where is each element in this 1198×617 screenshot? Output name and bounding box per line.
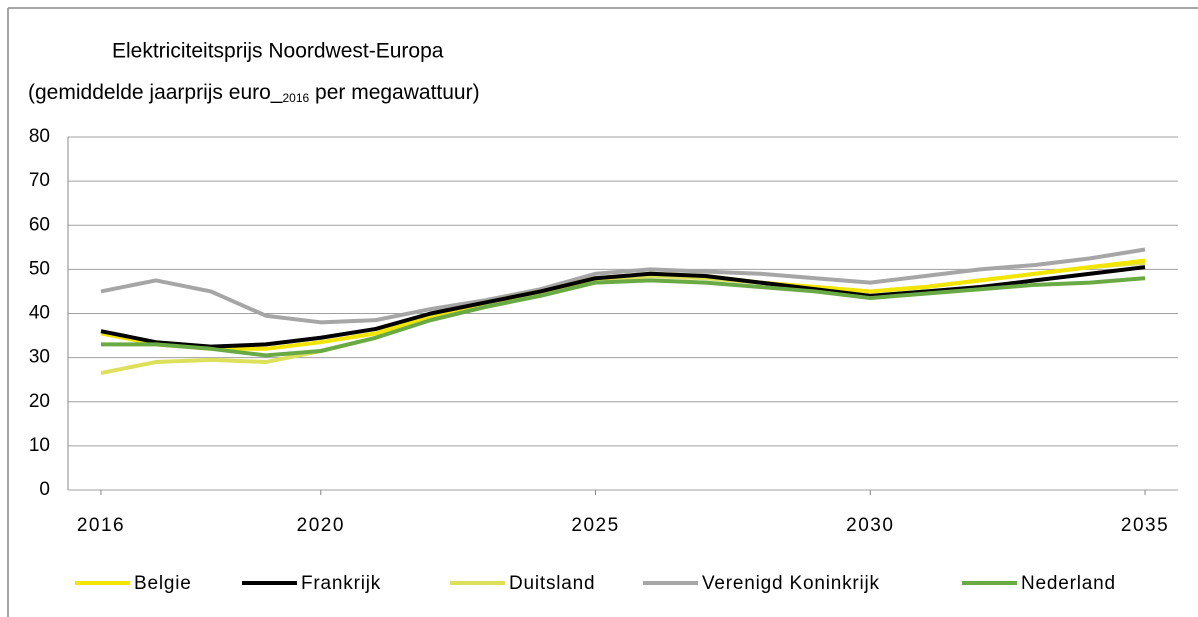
y-tick-label: 20 — [29, 391, 50, 412]
series-line — [100, 247, 1146, 325]
x-tick-label: 2016 — [77, 515, 125, 536]
series-line — [100, 258, 1146, 351]
legend-label: Belgie — [134, 573, 192, 594]
chart-subtitle: (gemiddelde jaarprijs euro_2016 per mega… — [28, 81, 480, 106]
x-tick-label: 2025 — [571, 515, 619, 536]
x-tick-label: 2035 — [1121, 515, 1169, 536]
y-tick-label: 40 — [29, 303, 50, 324]
y-tick-label: 60 — [29, 214, 50, 235]
series-line — [100, 265, 1146, 349]
series-line — [100, 276, 1146, 358]
x-tick-label: 2020 — [297, 515, 345, 536]
y-tick-label: 30 — [29, 347, 50, 368]
legend-label: Frankrijk — [301, 573, 381, 594]
subtitle-sub: 2016 — [282, 91, 309, 105]
legend-label: Nederland — [1021, 573, 1116, 594]
subtitle-part: per megawattuur) — [309, 81, 479, 104]
y-tick-label: 10 — [29, 435, 50, 456]
chart-title: Elektriciteitsprijs Noordwest-Europa — [112, 40, 444, 63]
subtitle-part: (gemiddelde jaarprijs euro_ — [28, 81, 283, 104]
y-tick-label: 0 — [39, 479, 50, 500]
y-tick-label: 50 — [29, 258, 50, 279]
legend-label: Duitsland — [509, 573, 595, 594]
x-tick-label: 2030 — [846, 515, 894, 536]
y-tick-label: 80 — [29, 126, 50, 147]
y-tick-label: 70 — [29, 170, 50, 191]
legend-label: Verenigd Koninkrijk — [702, 573, 880, 594]
